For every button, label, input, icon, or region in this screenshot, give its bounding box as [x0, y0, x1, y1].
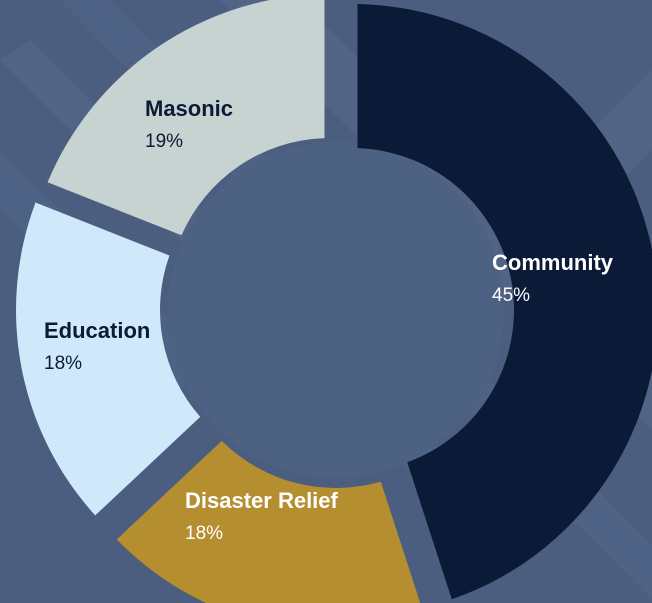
- donut-hole: [168, 142, 504, 478]
- slice-value-community: 45%: [492, 285, 530, 306]
- slice-education: [16, 202, 201, 516]
- donut-slices: [16, 0, 652, 603]
- slice-masonic: [47, 0, 325, 236]
- slice-value-disaster-relief: 18%: [185, 523, 223, 544]
- slice-value-masonic: 19%: [145, 131, 183, 152]
- slice-disaster-relief: [116, 440, 421, 603]
- slice-label-masonic: Masonic: [145, 96, 233, 121]
- slice-labels: Community 45% Disaster Relief 18% Education 1…: [44, 96, 614, 544]
- slice-community: [357, 4, 652, 600]
- slice-label-community: Community: [492, 250, 614, 275]
- slice-value-education: 18%: [44, 353, 82, 374]
- slice-label-education: Education: [44, 318, 150, 343]
- slice-label-disaster-relief: Disaster Relief: [185, 488, 339, 513]
